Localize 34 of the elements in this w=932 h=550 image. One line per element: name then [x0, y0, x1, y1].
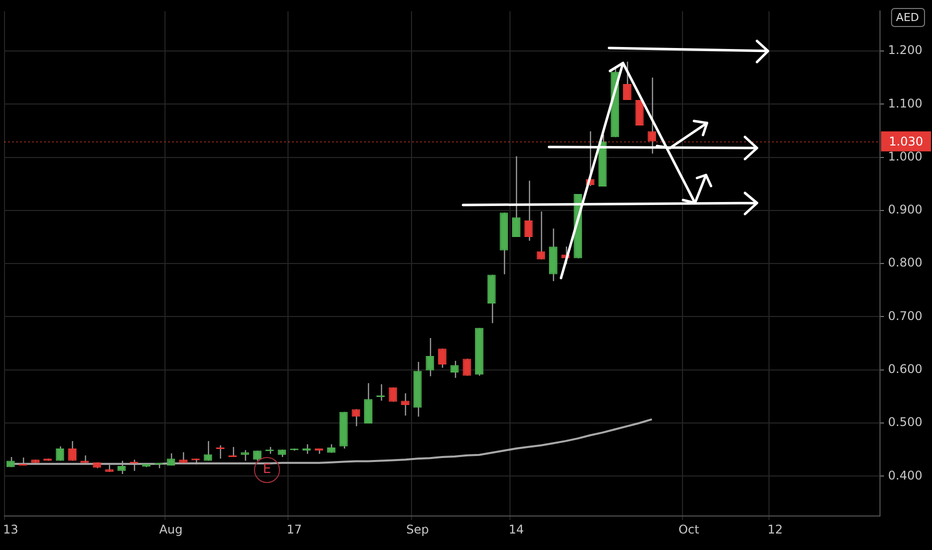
- y-tick-label: 0.400: [888, 468, 922, 482]
- candlestick: [536, 210, 546, 260]
- candlestick: [450, 360, 459, 378]
- candlestick: [240, 450, 250, 462]
- x-tick-label: 14: [508, 522, 524, 536]
- y-tick-label: 0.800: [888, 256, 922, 270]
- candlestick: [512, 156, 520, 238]
- y-axis-title: AED: [896, 10, 920, 24]
- candlestick: [166, 452, 176, 466]
- candlestick: [524, 180, 533, 242]
- y-tick-label: 0.600: [888, 362, 922, 376]
- y-tick-label: 0.900: [888, 202, 922, 217]
- x-tick-label: Aug: [159, 522, 183, 536]
- candlestick: [401, 392, 410, 416]
- y-tick-label: 1.100: [888, 96, 922, 110]
- x-tick-label: Oct: [678, 522, 700, 536]
- candlestick: [204, 440, 212, 462]
- y-tick-label: 0.700: [888, 308, 922, 323]
- y-tick-label: 1.000: [888, 149, 922, 164]
- candlestick: [438, 348, 446, 368]
- y-tick-label: 1.200: [888, 43, 922, 58]
- candlestick: [376, 384, 385, 402]
- x-tick-label: 13: [2, 522, 18, 536]
- x-tick-label: Sep: [406, 522, 429, 536]
- ref-line-label: 1.030: [888, 134, 924, 149]
- candlestick: [352, 408, 360, 427]
- candlestick: [426, 337, 434, 377]
- x-tick-label: 17: [286, 522, 302, 536]
- y-tick-label: 0.500: [888, 415, 922, 430]
- x-tick-label: 12: [768, 522, 783, 536]
- annotation: E: [254, 457, 280, 483]
- candlestick: [117, 460, 126, 475]
- candlestick: [364, 382, 372, 424]
- candlestick: [623, 61, 632, 101]
